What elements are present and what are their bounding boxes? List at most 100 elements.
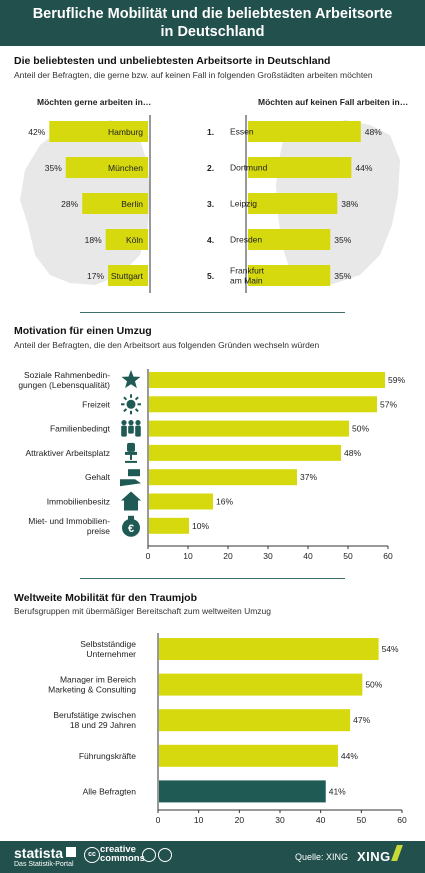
left-city-label-1: München [108, 163, 143, 173]
x-tick-label-0: 0 [156, 815, 161, 825]
category-label-6-line-0: Miet- und Immobilien- [28, 516, 110, 526]
category-label-3-line-0: Attraktiver Arbeitsplatz [25, 448, 110, 458]
category-label-2-line-1: 18 und 29 Jahren [70, 720, 136, 730]
category-label-3-line-0: Führungskräfte [79, 751, 136, 761]
right-value-label-4: 35% [334, 271, 351, 281]
xing-logo-icon [391, 845, 403, 861]
right-city-label-3-line-0: Dresden [230, 235, 262, 245]
family-head-2 [135, 420, 141, 426]
category-label-1-line-0: Freizeit [82, 399, 111, 409]
x-tick-label-0: 0 [146, 551, 151, 561]
value-label-2: 47% [353, 715, 370, 725]
right-value-label-1: 44% [355, 163, 372, 173]
sun-core [126, 399, 136, 409]
x-tick-label-2: 20 [223, 551, 233, 561]
value-label-0: 59% [388, 375, 405, 385]
statista-logo-icon [66, 847, 76, 857]
motivation-chart: 0 10 20 30 40 50 60 59% Soziale Rahmenbedin-gung… [18, 369, 405, 561]
left-bar-0 [49, 121, 148, 142]
category-label-0-line-1: gungen (Lebensqualität) [18, 380, 110, 390]
category-label-4-line-0: Gehalt [85, 472, 111, 482]
category-label-2-line-0: Berufstätige zwischen [53, 710, 136, 720]
sun-icon [121, 394, 141, 415]
value-label-0: 54% [382, 644, 399, 654]
value-label-2: 50% [352, 424, 369, 434]
family-head-0 [121, 420, 127, 426]
x-tick-label-2: 20 [235, 815, 245, 825]
x-tick-label-3: 30 [263, 551, 273, 561]
category-label-4-line-0: Alle Befragten [83, 786, 137, 796]
value-label-4: 41% [329, 786, 346, 796]
header-banner: Berufliche Mobilität und die beliebteste… [0, 0, 425, 46]
left-bar-1 [65, 157, 148, 178]
right-rank-label-2: 3. [207, 199, 214, 209]
family-icon [121, 420, 141, 437]
left-value-label-3: 18% [85, 235, 102, 245]
right-city-label-0-line-0: Essen [230, 127, 254, 137]
section2-divider [80, 578, 345, 579]
sun-ray-5 [123, 396, 128, 401]
x-tick-label-4: 40 [303, 551, 313, 561]
right-rank-label-3: 4. [207, 235, 214, 245]
money-hand-icon [120, 469, 141, 487]
value-label-4: 37% [300, 472, 317, 482]
right-city-label-4-line-1: am Main [230, 276, 263, 286]
sun-ray-1 [134, 408, 139, 413]
right-column-header: Möchten auf keinen Fall arbeiten in… [258, 97, 409, 107]
right-bar-0 [248, 121, 361, 142]
cc-line1: creative [100, 844, 136, 855]
house-body [124, 500, 138, 511]
section1-subtitle: Anteil der Befragten, die gerne bzw. auf… [14, 70, 373, 80]
bar-2 [149, 420, 349, 437]
category-label-2-line-0: Familienbedingt [50, 424, 111, 434]
x-tick-label-6: 60 [397, 815, 407, 825]
bar-1 [159, 673, 363, 696]
right-rank-label-0: 1. [207, 127, 214, 137]
no-derivatives-icon [158, 848, 172, 862]
creative-commons-logo[interactable]: creative commons [100, 844, 145, 864]
house-roof [121, 491, 141, 501]
bar-0 [149, 372, 385, 388]
office-chair-icon [125, 442, 137, 463]
category-label-0-line-0: Soziale Rahmenbedin- [24, 370, 110, 380]
left-city-label-4: Stuttgart [111, 271, 144, 281]
footer: statista Das Statistik-Portal cc creativ… [0, 841, 425, 873]
right-rank-label-4: 5. [207, 271, 214, 281]
section3-title: Weltweite Mobilität für den Traumjob [14, 592, 197, 604]
category-label-0-line-0: Selbstständige [80, 639, 136, 649]
xing-logo[interactable]: XING [357, 849, 391, 864]
header-title-line1: Berufliche Mobilität und die beliebteste… [32, 6, 393, 22]
category-label-6-line-1: preise [87, 526, 110, 536]
value-label-3: 48% [344, 448, 361, 458]
euro-symbol: € [128, 523, 134, 535]
left-city-label-3: Köln [126, 235, 143, 245]
header-title-line2: in Deutschland [160, 24, 265, 40]
cc-line2: commons [100, 853, 145, 864]
category-label-0-line-1: Unternehmer [86, 649, 136, 659]
statista-logo[interactable]: statista [14, 845, 64, 861]
right-rank-label-1: 2. [207, 163, 214, 173]
star-shape [121, 370, 141, 389]
left-value-label-4: 17% [87, 271, 104, 281]
left-value-label-2: 28% [61, 199, 78, 209]
family-body-2 [135, 425, 141, 437]
bar-3 [149, 444, 341, 461]
right-city-label-1-line-0: Dortmund [230, 163, 268, 173]
category-label-1-line-0: Manager im Bereich [60, 675, 136, 685]
x-tick-label-1: 10 [183, 551, 193, 561]
section1-title: Die beliebtesten und unbeliebtesten Arbe… [14, 55, 331, 67]
right-value-label-0: 48% [365, 127, 382, 137]
left-value-label-1: 35% [45, 163, 62, 173]
bag-body [122, 518, 140, 537]
family-head-1 [128, 420, 134, 426]
family-body-1 [128, 425, 134, 434]
bar-3 [159, 744, 338, 767]
statista-tagline: Das Statistik-Portal [14, 861, 74, 868]
euro-bag-icon: € [122, 515, 140, 537]
chair-seat [125, 451, 137, 455]
value-label-3: 44% [341, 751, 358, 761]
right-city-label-2-line-0: Leipzig [230, 199, 257, 209]
left-city-label-2: Berlin [121, 199, 143, 209]
x-tick-label-1: 10 [194, 815, 204, 825]
right-city-label-4-line-0: Frankfurt [230, 266, 265, 276]
